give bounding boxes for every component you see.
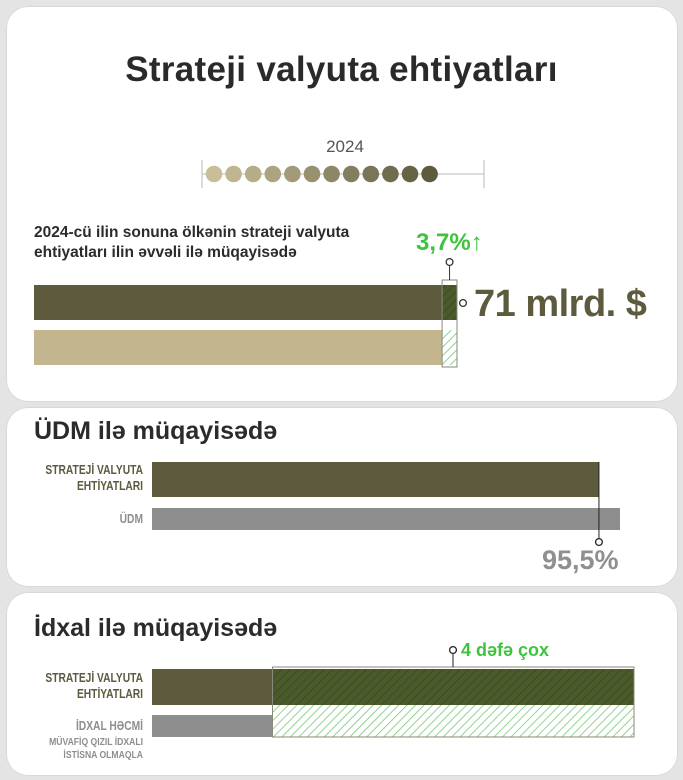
- gdp-bar: [152, 508, 620, 530]
- import-ratio-label: 4 dəfə çox: [461, 640, 550, 660]
- import-excess-hatch: [272, 705, 634, 737]
- gdp-section-title: ÜDM ilə müqayisədə: [34, 417, 278, 445]
- import-section-title: İdxal ilə müqayisədə: [34, 614, 278, 642]
- arrow-up-icon: ↑: [470, 229, 483, 256]
- import-reserves-bar-base: [152, 669, 273, 705]
- value-pointer-dot: [458, 298, 468, 308]
- timeline-month-dot: [205, 165, 223, 183]
- timeline-month-dot: [284, 165, 301, 183]
- gdp-label: ÜDM: [119, 512, 143, 526]
- import-volume-bar: [152, 715, 273, 737]
- import-reserves-label: STRATEJİ VALYUTA EHTİYATLARI: [45, 671, 143, 701]
- timeline-month-dot: [225, 165, 242, 183]
- gdp-reserves-bar: [152, 462, 599, 497]
- import-reserves-bar-excess: [272, 669, 634, 705]
- reserves-bar-end: [34, 285, 443, 320]
- import-volume-label: İDXAL HƏCMİ: [75, 719, 143, 733]
- timeline-month-dot: [303, 165, 321, 183]
- timeline-month-dot: [323, 165, 340, 183]
- timeline-month-dot: [421, 165, 438, 183]
- gdp-ratio-pointer-dot: [594, 537, 603, 547]
- gdp-ratio-label: 95,5%: [542, 545, 619, 575]
- import-note: MÜVAFİQ QIZIL İDXALI İSTİSNA OLMAQLA: [49, 736, 143, 761]
- timeline-month-dot: [264, 165, 282, 183]
- timeline-month-dot: [382, 165, 399, 183]
- change-percent: 3,7%↑: [416, 229, 483, 256]
- import-ratio-pointer-dot: [448, 645, 458, 655]
- timeline-year: 2024: [326, 137, 364, 156]
- timeline-month-dot: [401, 165, 419, 183]
- reserves-bar-start: [34, 330, 443, 365]
- timeline-month-dot: [244, 165, 262, 183]
- timeline-month-dot: [342, 165, 360, 183]
- reserves-increase-segment-dark: [442, 285, 457, 320]
- page-title: Strateji valyuta ehtiyatları: [125, 50, 558, 89]
- change-pointer-dot: [445, 257, 454, 267]
- reserves-increase-segment: [442, 330, 457, 365]
- reserves-value-label: 71 mlrd. $: [474, 283, 647, 325]
- timeline-month-dot: [362, 165, 380, 183]
- gdp-reserves-label: STRATEJİ VALYUTA EHTİYATLARI: [45, 463, 143, 493]
- chart-subtitle: 2024-cü ilin sonuna ölkənin strateji val…: [34, 224, 350, 261]
